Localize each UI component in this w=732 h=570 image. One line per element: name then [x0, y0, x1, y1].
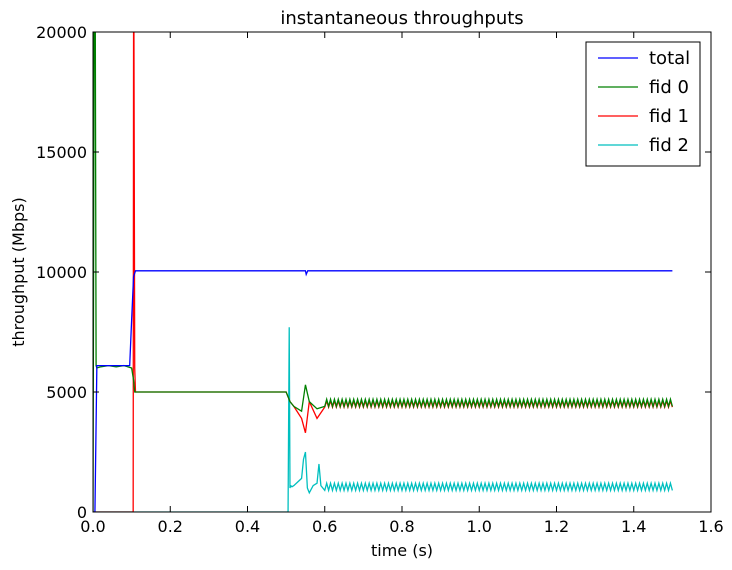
- plot-lines: [93, 32, 674, 512]
- y-tick-label: 0: [77, 503, 87, 522]
- series-line-fid-1: [93, 32, 674, 512]
- x-axis-label: time (s): [371, 541, 433, 560]
- legend-label: fid 1: [649, 106, 689, 127]
- legend-label: fid 2: [649, 135, 689, 156]
- x-tick-label: 0.4: [235, 517, 260, 536]
- legend: total fid 0 fid 1 fid 2: [585, 41, 701, 167]
- y-tick-label: 20000: [36, 23, 87, 42]
- x-tick-label: 1.4: [621, 517, 646, 536]
- x-tick-label: 0.2: [158, 517, 183, 536]
- x-tick-label: 0.8: [389, 517, 414, 536]
- y-tick-label: 5000: [46, 383, 87, 402]
- chart-title: instantaneous throughputs: [280, 8, 523, 29]
- x-tick-label: 0.0: [80, 517, 105, 536]
- x-tick-label: 0.6: [312, 517, 337, 536]
- ticks: 0.0 0.2 0.4 0.6 0.8 1.0 1.2 1.4 1.6 0 5000 10000 150…: [36, 23, 724, 536]
- legend-label: total: [649, 48, 690, 69]
- series-line-total: [93, 270, 673, 512]
- legend-label: fid 0: [649, 77, 689, 98]
- y-tick-label: 15000: [36, 143, 87, 162]
- x-tick-label: 1.2: [544, 517, 569, 536]
- series-line-fid-2: [93, 327, 674, 512]
- x-tick-label: 1.0: [467, 517, 492, 536]
- x-tick-label: 1.6: [698, 517, 723, 536]
- y-axis-label: throughput (Mbps): [9, 197, 28, 346]
- series-line-fid-0: [93, 32, 674, 512]
- y-tick-label: 10000: [36, 263, 87, 282]
